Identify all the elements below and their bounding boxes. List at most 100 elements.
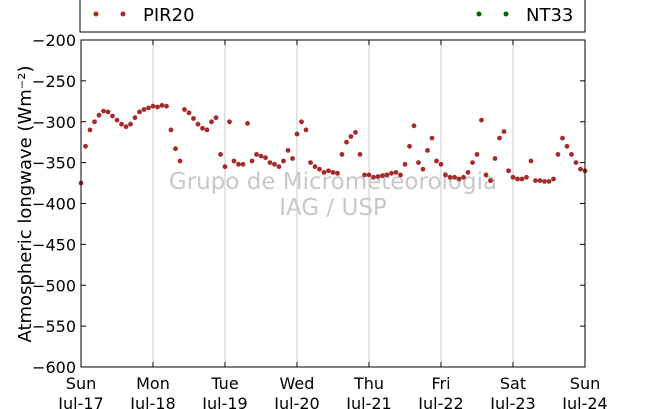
data-point-pir20 <box>488 178 493 184</box>
data-point-pir20 <box>384 172 390 178</box>
data-point-pir20 <box>438 161 444 167</box>
y-tick-label: −600 <box>32 358 76 377</box>
legend: PIR20 NT33 <box>79 0 586 33</box>
data-point-pir20 <box>272 161 277 167</box>
data-points <box>78 103 588 186</box>
y-tick-label: −300 <box>32 113 76 132</box>
y-tick-label: −200 <box>32 31 76 50</box>
data-point-pir20 <box>249 158 255 164</box>
legend-marker-pir20 <box>120 11 126 17</box>
data-point-pir20 <box>258 153 264 159</box>
y-tick-label: −350 <box>32 154 76 173</box>
data-point-pir20 <box>128 121 133 127</box>
data-point-pir20 <box>132 115 138 121</box>
data-point-pir20 <box>110 113 115 119</box>
y-tick-label: −550 <box>32 317 76 336</box>
data-point-pir20 <box>371 174 376 180</box>
x-tick-label-day: Sun <box>66 374 96 393</box>
data-point-pir20 <box>227 119 232 125</box>
x-tick-label-date: Jul-23 <box>489 394 535 409</box>
data-point-pir20 <box>204 127 210 133</box>
legend-marker-nt33 <box>503 11 509 17</box>
watermark-line-2: IAG / USP <box>279 195 387 221</box>
data-point-pir20 <box>281 158 286 164</box>
data-point-pir20 <box>393 170 399 175</box>
legend-marker-nt33 <box>476 11 482 17</box>
x-tick-label-date: Jul-17 <box>57 394 103 409</box>
data-point-pir20 <box>479 117 484 123</box>
data-point-pir20 <box>492 156 498 161</box>
data-point-pir20 <box>231 158 237 164</box>
x-tick-label-date: Jul-20 <box>273 394 319 409</box>
data-point-pir20 <box>96 112 102 118</box>
data-point-pir20 <box>290 156 295 161</box>
data-point-pir20 <box>497 135 502 141</box>
data-point-pir20 <box>443 172 448 178</box>
data-point-pir20 <box>398 172 403 178</box>
data-point-pir20 <box>470 160 475 166</box>
data-point-pir20 <box>483 172 489 178</box>
x-tick-label-day: Sun <box>570 374 600 393</box>
legend-entry-pir20[interactable]: PIR20 <box>93 5 195 26</box>
data-point-pir20 <box>254 152 259 157</box>
data-point-pir20 <box>407 143 412 149</box>
y-tick-label: −450 <box>32 235 76 254</box>
data-point-pir20 <box>186 110 192 116</box>
data-point-pir20 <box>380 173 385 179</box>
data-point-pir20 <box>119 121 124 127</box>
data-point-pir20 <box>447 174 453 180</box>
y-axis-title: Atmospheric longwave (Wm⁻²) <box>15 65 36 342</box>
data-point-pir20 <box>209 119 214 125</box>
x-tick-label-day: Mon <box>136 374 170 393</box>
y-tick-label: −500 <box>32 276 76 295</box>
data-point-pir20 <box>411 123 417 129</box>
data-point-pir20 <box>335 170 340 176</box>
data-point-pir20 <box>560 135 565 141</box>
data-point-pir20 <box>425 148 430 153</box>
data-point-pir20 <box>366 172 372 178</box>
data-point-pir20 <box>200 125 205 131</box>
data-point-pir20 <box>294 131 300 137</box>
data-point-pir20 <box>155 104 160 110</box>
data-point-pir20 <box>402 161 408 167</box>
data-point-pir20 <box>240 161 246 167</box>
data-point-pir20 <box>105 109 111 115</box>
x-tick-label-date: Jul-21 <box>345 394 391 409</box>
data-point-pir20 <box>164 103 169 109</box>
data-point-pir20 <box>362 172 367 178</box>
data-point-pir20 <box>308 160 313 166</box>
data-point-pir20 <box>506 168 511 174</box>
x-tick-label-date: Jul-22 <box>417 394 463 409</box>
data-point-pir20 <box>146 105 151 111</box>
data-point-pir20 <box>330 170 336 175</box>
data-point-pir20 <box>150 103 156 109</box>
data-point-pir20 <box>87 127 93 133</box>
data-point-pir20 <box>375 174 381 179</box>
x-tick-label-date: Jul-18 <box>129 394 175 409</box>
data-point-pir20 <box>191 116 196 121</box>
data-point-pir20 <box>177 158 183 164</box>
data-point-pir20 <box>569 152 574 157</box>
data-point-pir20 <box>573 160 579 166</box>
data-point-pir20 <box>542 179 547 184</box>
data-point-pir20 <box>83 143 88 149</box>
legend-marker-pir20 <box>93 11 99 17</box>
data-point-pir20 <box>263 155 268 161</box>
data-point-pir20 <box>339 152 345 157</box>
x-tick-label-day: Wed <box>280 374 315 393</box>
data-point-pir20 <box>123 124 129 130</box>
data-point-pir20 <box>326 168 331 174</box>
x-tick-label-day: Sat <box>500 374 526 393</box>
data-point-pir20 <box>299 119 304 125</box>
data-point-pir20 <box>101 108 106 114</box>
data-point-pir20 <box>578 166 583 172</box>
data-point-pir20 <box>312 164 318 170</box>
data-point-pir20 <box>461 174 466 180</box>
y-tick-label: −400 <box>32 195 76 214</box>
legend-box <box>79 0 586 33</box>
legend-entry-nt33[interactable]: NT33 <box>476 5 574 26</box>
data-point-pir20 <box>515 176 520 182</box>
data-point-pir20 <box>92 119 97 125</box>
x-axis: SunJul-17MonJul-18TueJul-19WedJul-20ThuJ… <box>57 40 608 409</box>
